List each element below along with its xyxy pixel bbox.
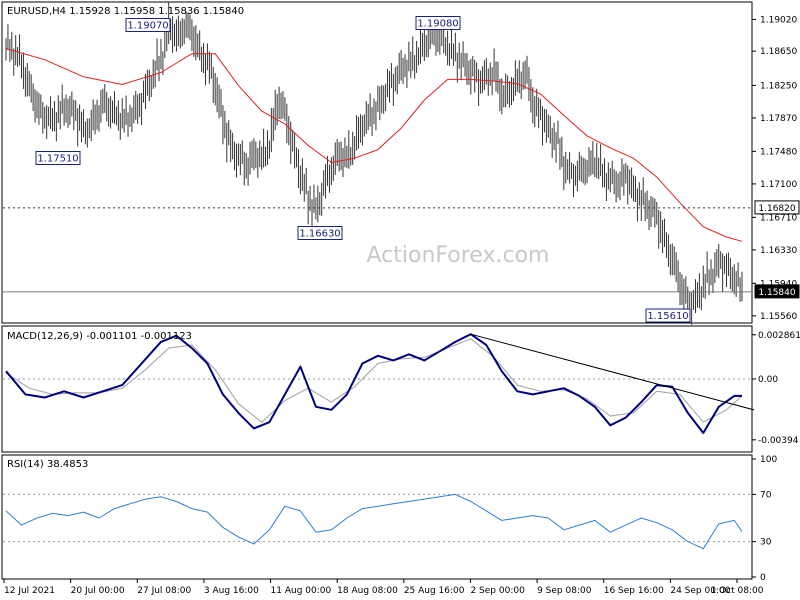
macd-panel [1, 325, 753, 453]
level-tag [754, 200, 800, 215]
y-tick-label: 0 [760, 573, 766, 583]
level-tag-label: 1.16820 [758, 204, 795, 214]
y-tick-label: 1.15560 [760, 312, 797, 322]
moving-average-line [5, 48, 743, 242]
level-tag-label: 1.15840 [758, 288, 795, 298]
level-tag [754, 284, 800, 299]
x-tick-label: 27 Jul 08:00 [137, 586, 191, 596]
price-annotation-label: 1.16630 [299, 229, 340, 240]
macd-signal-line [5, 338, 743, 423]
price-layer: 1.16820 1.15840 1.19020 1.18650 1.18250 1.178… [3, 2, 800, 325]
y-tick-label: 1.17870 [760, 114, 797, 124]
price-panel [1, 1, 753, 324]
x-tick-label: 25 Aug 16:00 [404, 586, 465, 596]
price-annotation-box [297, 226, 343, 240]
price-annotation-label: 1.17510 [37, 154, 78, 165]
macd-line [5, 333, 742, 434]
rsi-panel-title: RSI(14) 38.4853 [7, 459, 88, 470]
price-annotation-box [415, 16, 461, 30]
y-tick-label: 1.16330 [760, 246, 797, 256]
macd-trendline [470, 333, 755, 411]
y-tick-label: 1.15940 [760, 279, 797, 289]
x-tick-label: 2 Sep 00:00 [470, 586, 525, 596]
y-tick-label: 1.18650 [760, 47, 797, 57]
macd-layer: 0.002861 0.00 -0.00394 [3, 331, 800, 446]
x-tick-label: 3 Aug 16:00 [204, 586, 259, 596]
price-annotation-box [645, 308, 691, 323]
x-tick-label: 18 Aug 08:00 [337, 586, 398, 596]
y-tick-label: -0.00394 [758, 436, 799, 446]
price-panel-title: EURUSD,H4 1.15928 1.15958 1.15836 1.1584… [7, 6, 244, 17]
y-tick-label: 70 [760, 490, 772, 500]
y-tick-label: 30 [760, 538, 772, 548]
price-annotation-label: 1.15610 [647, 311, 688, 322]
y-tick-label: 100 [760, 455, 777, 465]
y-tick-label: 1.18250 [760, 81, 797, 91]
x-tick-label: 1 Oct 08:00 [711, 586, 764, 596]
y-tick-label: 1.19020 [760, 15, 797, 25]
rsi-line [5, 493, 743, 550]
x-tick-label: 24 Sep 00:00 [670, 586, 730, 596]
x-tick-label: 20 Jul 00:00 [71, 586, 125, 596]
rsi-panel [1, 454, 753, 580]
price-annotation-box [35, 151, 81, 165]
x-tick-label: 12 Jul 2021 [4, 586, 55, 596]
x-tick-label: 11 Aug 00:00 [271, 586, 332, 596]
y-tick-label: 0.002861 [758, 331, 800, 341]
x-tick-label: 16 Sep 16:00 [604, 586, 664, 596]
y-tick-label: 1.17100 [760, 180, 797, 190]
price-annotation-label: 1.19080 [417, 19, 458, 30]
x-axis: 12 Jul 2021 20 Jul 00:00 27 Jul 08:00 3 Aug… [3, 579, 764, 596]
x-tick-label: 9 Sep 08:00 [537, 586, 592, 596]
y-tick-label: 1.16710 [760, 213, 797, 223]
rsi-layer: 100 70 30 0 [3, 455, 777, 583]
watermark: ActionForex.com [367, 243, 550, 268]
y-tick-label: 0.00 [758, 375, 778, 385]
price-annotation-label: 1.19070 [127, 21, 168, 32]
y-tick-label: 1.17480 [760, 147, 797, 157]
macd-panel-title: MACD(12,26,9) -0.001101 -0.001123 [7, 331, 192, 342]
price-annotation-box [125, 18, 171, 32]
